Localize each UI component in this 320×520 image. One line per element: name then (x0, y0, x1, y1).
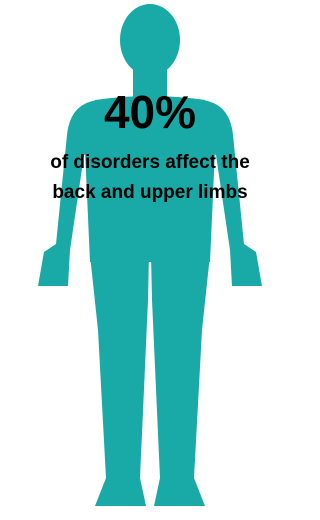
stat-caption: of disorders affect the (50, 152, 250, 173)
stat-caption: back and upper limbs (52, 182, 247, 203)
body-silhouette (38, 4, 262, 506)
stat-value: 40% (104, 86, 196, 138)
page: 40% of disorders affect the back and upp… (0, 0, 289, 515)
infographic: 40% of disorders affect the back and upp… (0, 0, 289, 515)
